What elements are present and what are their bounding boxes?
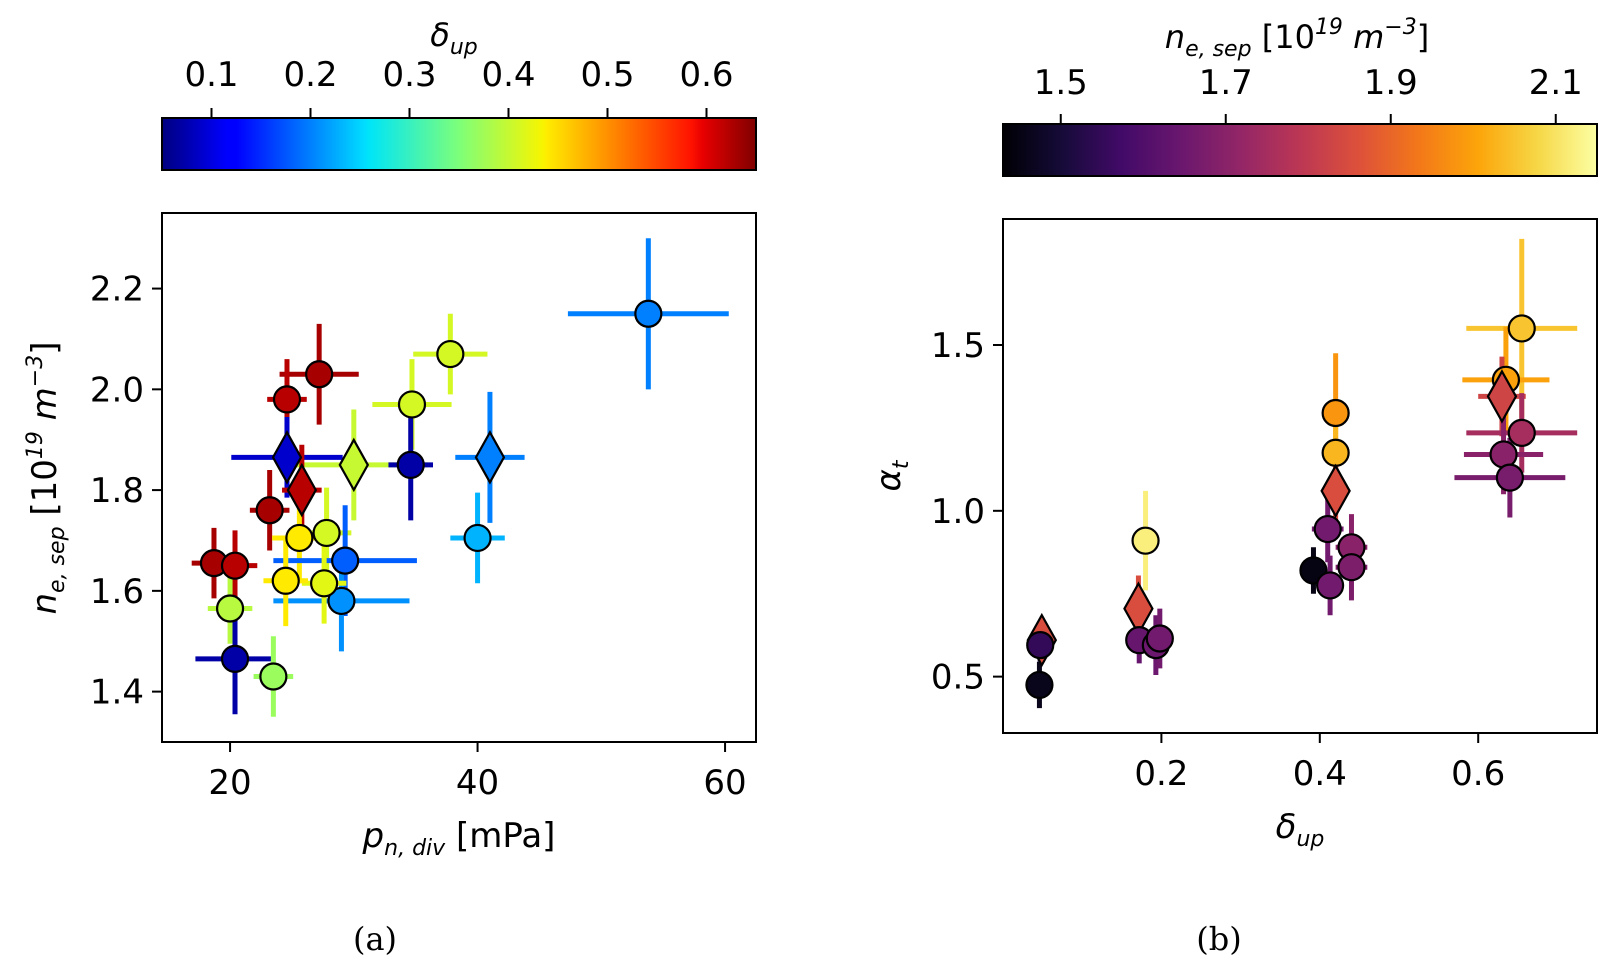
point-b-9 (1313, 514, 1342, 544)
point-b-11 (1337, 553, 1366, 582)
colorbar-tick-label-a-3: 0.4 (481, 55, 535, 95)
point-a-16 (310, 569, 339, 598)
colorbar-a-title: δup (430, 16, 478, 60)
point-b-4 (1489, 440, 1518, 469)
ytick-label-b-1: 1.0 (931, 492, 985, 532)
plot-b-frame (1002, 218, 1598, 734)
colorbar-a-bar (161, 117, 757, 171)
plot-b-ylabel: αt (869, 459, 914, 491)
colorbar-b: ne, sep [1019 m−3] 1.5 1.7 1.9 2.1 (1002, 15, 1598, 177)
colorbar-tick-label-a-4: 0.5 (580, 55, 634, 95)
colorbar-tick-label-a-1: 0.2 (283, 55, 337, 95)
errorbars-b (1036, 238, 1578, 709)
panel-label-a: (a) (353, 920, 397, 958)
point-b-6 (1321, 398, 1350, 428)
plot-a-ylabel: ne, sep [1019 m−3] (23, 341, 70, 614)
point-b-0 (1507, 314, 1536, 343)
point-b-14 (1131, 526, 1160, 555)
plot-a: 20 40 60 1.4 1.6 1.8 2.0 2.2 pn, div [mPa] ne,… (23, 212, 757, 861)
panel-a: δup 0.1 0.2 0.3 0.4 0.5 0.6 20 40 60 1.41.61.82… (23, 16, 757, 958)
ytick-label-a-3: 2.0 (90, 370, 144, 410)
point-a-9 (463, 523, 492, 553)
point-b-5 (1495, 463, 1524, 492)
colorbar-tick-label-a-5: 0.6 (679, 55, 733, 95)
point-b-20 (1026, 631, 1055, 660)
point-a-2 (397, 390, 427, 419)
ytick-label-a-0: 1.4 (90, 673, 144, 713)
point-a-17 (271, 566, 300, 595)
plot-b-xlabel: δup (1276, 807, 1325, 852)
point-b-3 (1507, 418, 1536, 447)
point-a-15 (327, 586, 356, 616)
colorbar-tick-label-a-2: 0.3 (382, 55, 436, 95)
point-b-13 (1315, 571, 1345, 600)
point-diamond-a-6 (338, 437, 370, 493)
colorbar-a-ticks: 0.1 0.2 0.3 0.4 0.5 0.6 (184, 55, 734, 118)
plot-b-xticks: 0.2 0.4 0.6 (1134, 733, 1505, 794)
xtick-label-b-2: 0.6 (1451, 754, 1505, 794)
point-a-0 (634, 299, 663, 328)
plot-a-yticks: 1.4 1.6 1.8 2.0 2.2 (90, 270, 162, 713)
colorbar-tick-label-b-0: 1.5 (1034, 63, 1088, 103)
point-diamond-b-2 (1486, 369, 1518, 424)
plot-b-points (1025, 238, 1578, 709)
point-a-1 (436, 339, 465, 369)
point-b-21 (1025, 670, 1054, 700)
markers-a (199, 299, 663, 691)
point-a-13 (312, 518, 341, 548)
point-a-11 (255, 496, 284, 525)
colorbar-tick-label-a-0: 0.1 (184, 55, 238, 95)
point-a-20 (215, 594, 245, 623)
xtick-label-a-1: 40 (456, 763, 499, 803)
ytick-label-a-4: 2.2 (90, 270, 144, 310)
ytick-label-b-0: 0.5 (931, 658, 985, 698)
colorbar-b-title: ne, sep [1019 m−3] (1165, 15, 1429, 62)
ytick-label-a-2: 1.8 (90, 471, 144, 511)
xtick-label-b-1: 0.4 (1293, 754, 1347, 794)
plot-a-points (191, 238, 729, 717)
point-a-14 (331, 546, 360, 575)
colorbar-b-ticks: 1.5 1.7 1.9 2.1 (1034, 63, 1583, 124)
xtick-label-a-0: 20 (208, 763, 251, 803)
xtick-label-b-0: 0.2 (1134, 754, 1188, 794)
markers-b (1025, 314, 1536, 700)
plot-a-frame (161, 212, 757, 743)
xtick-label-a-2: 60 (703, 763, 746, 803)
point-a-19 (220, 551, 250, 580)
point-diamond-a-10 (286, 462, 318, 518)
point-a-4 (272, 385, 302, 414)
plot-b-yticks: 0.5 1.0 1.5 (931, 326, 1003, 698)
ytick-label-b-2: 1.5 (931, 326, 985, 366)
colorbar-b-bar (1002, 123, 1598, 177)
point-diamond-a-8 (474, 430, 506, 485)
point-b-18 (1145, 624, 1174, 653)
colorbar-tick-label-b-2: 1.9 (1364, 63, 1418, 103)
colorbar-a: δup 0.1 0.2 0.3 0.4 0.5 0.6 (161, 16, 757, 171)
point-b-7 (1321, 438, 1350, 467)
point-a-7 (396, 450, 425, 480)
point-a-21 (220, 644, 250, 673)
point-diamond-b-8 (1320, 463, 1351, 519)
panel-label-b: (b) (1196, 920, 1241, 958)
point-a-22 (259, 662, 288, 691)
panel-b: ne, sep [1019 m−3] 1.5 1.7 1.9 2.1 0.2 0.4 0.… (869, 15, 1598, 958)
point-a-12 (285, 523, 314, 553)
ytick-label-a-1: 1.6 (90, 572, 144, 612)
colorbar-tick-label-b-1: 1.7 (1199, 63, 1253, 103)
plot-b: 0.2 0.4 0.6 0.5 1.0 1.5 δup αt (869, 218, 1598, 852)
colorbar-tick-label-b-3: 2.1 (1529, 63, 1583, 103)
plot-a-xlabel: pn, div [mPa] (362, 816, 556, 861)
point-diamond-a-5 (271, 430, 303, 485)
plot-a-xticks: 20 40 60 (208, 742, 747, 803)
point-a-3 (305, 360, 334, 389)
